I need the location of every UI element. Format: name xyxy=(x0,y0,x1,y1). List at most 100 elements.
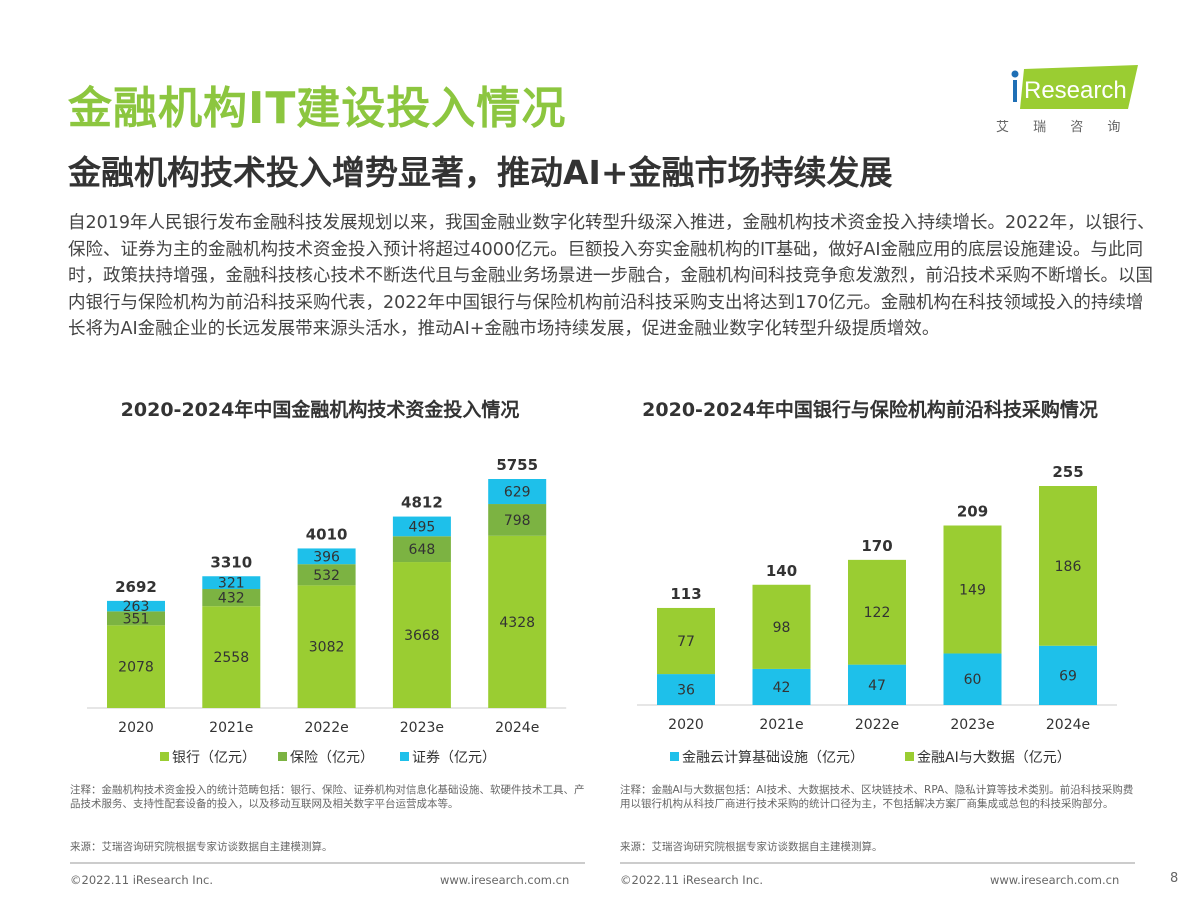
total-label: 2692 xyxy=(115,578,157,596)
bar-segment xyxy=(297,548,356,565)
data-label: 3668 xyxy=(404,628,440,644)
total-label: 209 xyxy=(957,503,988,521)
legend-label: 保险（亿元） xyxy=(290,750,374,766)
data-label: 149 xyxy=(959,582,986,598)
total-label: 4812 xyxy=(401,494,443,512)
left-source: 来源：艾瑞咨询研究院根据专家访谈数据自主建模测算。 xyxy=(70,841,333,853)
bar-segment xyxy=(488,535,547,708)
bar-segment xyxy=(202,576,261,590)
bar-segment xyxy=(202,589,261,607)
data-label: 351 xyxy=(123,611,150,627)
bar-segment xyxy=(943,653,1002,705)
data-label: 798 xyxy=(504,513,531,529)
data-label: 122 xyxy=(864,605,891,621)
bar-segment xyxy=(107,600,165,612)
bar-segment xyxy=(297,585,356,708)
x-tick-label: 2023e xyxy=(400,720,444,736)
data-label: 2558 xyxy=(213,650,249,666)
bar-segment xyxy=(1039,486,1097,646)
bar-segment xyxy=(392,536,451,563)
data-label: 396 xyxy=(313,549,340,565)
x-tick-label: 2023e xyxy=(950,717,994,733)
x-tick-label: 2024e xyxy=(1046,717,1090,733)
website-link[interactable]: www.iresearch.com.cn xyxy=(440,873,570,887)
data-label: 42 xyxy=(773,680,791,696)
bar-segment xyxy=(752,584,811,669)
data-label: 495 xyxy=(409,519,436,535)
data-label: 629 xyxy=(504,485,531,501)
total-label: 170 xyxy=(861,537,892,555)
iresearch-logo: Research xyxy=(1010,65,1138,109)
bar-segment xyxy=(943,525,1002,654)
page-number: 8 xyxy=(1170,871,1179,886)
right-source: 来源：艾瑞咨询研究院根据专家访谈数据自主建模测算。 xyxy=(620,841,883,853)
legend-label: 证券（亿元） xyxy=(412,750,496,766)
data-label: 263 xyxy=(123,599,150,615)
divider xyxy=(70,862,585,864)
data-label: 432 xyxy=(218,591,245,607)
svg-text:Research: Research xyxy=(1024,77,1127,104)
bar-segment xyxy=(657,674,715,705)
logo-chinese: 艾 瑞 咨 询 xyxy=(996,120,1131,135)
legend-label: 银行（亿元） xyxy=(172,750,256,766)
copyright: ©2022.11 iResearch Inc. xyxy=(70,873,213,887)
data-label: 69 xyxy=(1059,668,1077,684)
bar-segment xyxy=(848,664,906,705)
divider xyxy=(620,862,1135,864)
data-label: 3082 xyxy=(309,640,345,656)
data-label: 47 xyxy=(868,678,886,694)
x-tick-label: 2024e xyxy=(495,720,539,736)
data-label: 36 xyxy=(677,683,695,699)
bar-segment xyxy=(107,625,165,708)
legend-swatch xyxy=(905,752,914,761)
data-label: 4328 xyxy=(499,615,535,631)
right-note: 注释：金融AI与大数据包括：AI技术、大数据技术、区块链技术、RPA、隐私计算等… xyxy=(620,784,1134,810)
total-label: 140 xyxy=(766,562,797,580)
x-tick-label: 2020 xyxy=(118,720,154,736)
legend-label: 金融云计算基础设施（亿元） xyxy=(682,749,864,766)
bar-segment xyxy=(392,516,451,537)
total-label: 113 xyxy=(670,585,701,603)
x-tick-label: 2021e xyxy=(759,717,803,733)
bar-segment xyxy=(392,562,451,708)
bar-segment xyxy=(488,504,547,536)
data-label: 648 xyxy=(409,542,436,558)
bar-segment xyxy=(752,668,811,705)
legend-swatch xyxy=(160,752,169,761)
data-label: 2078 xyxy=(118,660,154,676)
chart1-title: 2020-2024年中国金融机构技术资金投入情况 xyxy=(120,399,520,421)
bar-segment xyxy=(107,611,165,626)
body-paragraph: 自2019年人民银行发布金融科技发展规划以来，我国金融业数字化转型升级深入推进，… xyxy=(68,213,1155,339)
x-tick-label: 2020 xyxy=(668,717,704,733)
x-tick-label: 2022e xyxy=(855,717,899,733)
total-label: 3310 xyxy=(210,553,252,571)
data-label: 60 xyxy=(964,672,982,688)
bar-segment xyxy=(202,606,261,708)
bar-segment xyxy=(657,607,715,675)
legend-label: 金融AI与大数据（亿元） xyxy=(917,750,1071,766)
bar-segment xyxy=(488,479,547,505)
chart2-title: 2020-2024年中国银行与保险机构前沿科技采购情况 xyxy=(642,399,1098,421)
x-tick-label: 2021e xyxy=(209,720,253,736)
total-label: 255 xyxy=(1052,463,1083,481)
legend-swatch xyxy=(400,752,409,761)
bar-segment xyxy=(848,559,906,665)
data-label: 77 xyxy=(677,634,695,650)
legend-swatch xyxy=(278,752,287,761)
website-link[interactable]: www.iresearch.com.cn xyxy=(990,873,1120,887)
data-label: 186 xyxy=(1055,559,1082,575)
page-subtitle: 金融机构技术投入增势显著，推动AI+金融市场持续发展 xyxy=(68,153,893,192)
copyright: ©2022.11 iResearch Inc. xyxy=(620,873,763,887)
bar-segment xyxy=(1039,645,1097,705)
total-label: 4010 xyxy=(306,525,348,543)
x-tick-label: 2022e xyxy=(304,720,348,736)
data-label: 98 xyxy=(773,620,791,636)
legend-swatch xyxy=(670,752,679,761)
page-title: 金融机构IT建设投入情况 xyxy=(68,83,567,134)
left-note: 注释：金融机构技术资金投入的统计范畴包括：银行、保险、证券机构对信息化基础设施、… xyxy=(70,784,585,810)
bar-segment xyxy=(297,564,356,586)
data-label: 532 xyxy=(313,568,340,584)
total-label: 5755 xyxy=(496,456,538,474)
data-label: 321 xyxy=(218,576,245,592)
